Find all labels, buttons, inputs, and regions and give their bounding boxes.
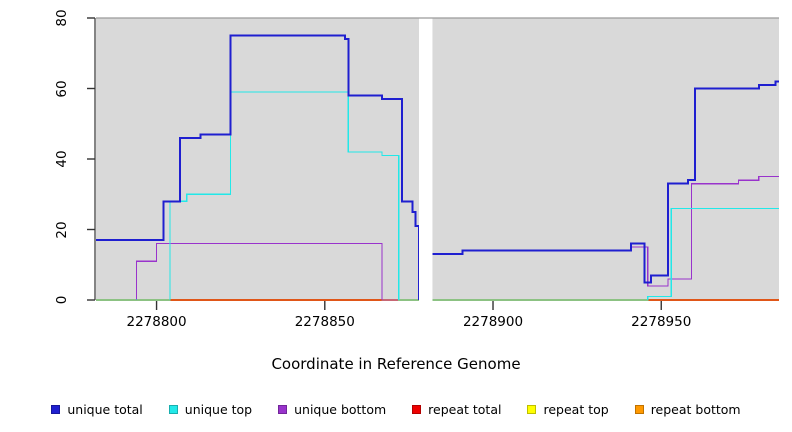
legend-swatch-icon (168, 404, 178, 414)
series-line-unique-top (432, 207, 779, 301)
legend-label: unique top (184, 401, 253, 417)
legend-item-unique-total[interactable]: unique total (51, 401, 143, 417)
legend-swatch-icon (51, 404, 61, 414)
legend-label: unique total (67, 401, 143, 417)
legend-swatch-icon (527, 404, 537, 414)
series-line-unique-total (432, 80, 779, 284)
x-tick-label: 2278850 (294, 314, 355, 330)
legend-item-repeat-bottom[interactable]: repeat bottom (634, 401, 741, 417)
legend-item-unique-bottom[interactable]: unique bottom (278, 402, 386, 417)
legend-item-repeat-top[interactable]: repeat top (527, 401, 609, 417)
legend-swatch-icon (278, 404, 288, 414)
legend-label: repeat top (543, 401, 609, 417)
plot-gap-band (418, 18, 433, 300)
legend-label: repeat total (428, 401, 502, 417)
series-group (96, 34, 779, 301)
x-axis-title: Coordinate in Reference Genome (271, 355, 521, 373)
legend-label: unique bottom (294, 401, 387, 417)
plot-background (96, 18, 779, 300)
legend-item-repeat-total[interactable]: repeat total (412, 402, 501, 417)
legend-label: repeat bottom (650, 401, 741, 417)
series-line-unique-total (96, 34, 420, 300)
legend-swatch-icon (634, 404, 644, 414)
chart-legend: unique total unique top unique bottom repea… (0, 398, 792, 420)
legend-item-unique-top[interactable]: unique top (168, 401, 253, 417)
x-tick-label: 2278800 (126, 314, 187, 330)
x-tick-label: 2278900 (462, 314, 524, 330)
legend-swatch-icon (412, 404, 422, 414)
x-tick-label: 2278950 (631, 314, 692, 330)
